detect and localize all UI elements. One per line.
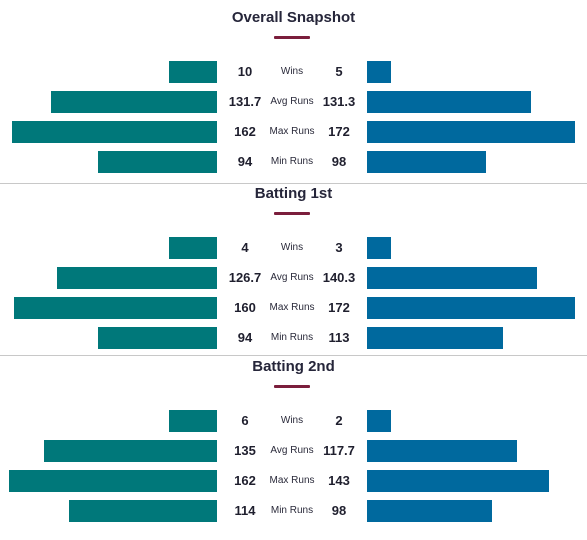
left-team-bar <box>12 121 217 143</box>
right-team-bar <box>367 327 503 349</box>
metric-label: Max Runs <box>269 302 315 313</box>
right-team-bar <box>367 91 531 113</box>
left-team-bar <box>98 151 217 173</box>
left-team-value: 94 <box>237 330 253 345</box>
metric-label: Avg Runs <box>270 272 314 283</box>
stat-row: 131.7 Avg Runs 131.3 <box>0 91 587 113</box>
left-team-bar <box>57 267 217 289</box>
metric-label: Wins <box>280 66 304 77</box>
stat-row: 4 Wins 3 <box>0 237 587 259</box>
title-underline <box>274 212 310 215</box>
section-title: Batting 1st <box>254 185 333 202</box>
metric-label: Avg Runs <box>270 445 314 456</box>
right-team-bar <box>367 440 517 462</box>
left-team-value: 162 <box>234 473 256 488</box>
left-team-bar <box>169 61 217 83</box>
right-team-value: 172 <box>328 124 350 139</box>
left-team-bar <box>44 440 217 462</box>
right-team-bar <box>367 151 486 173</box>
left-team-value: 135 <box>234 443 256 458</box>
left-team-bar <box>14 297 217 319</box>
right-team-bar <box>367 267 537 289</box>
stat-row: 6 Wins 2 <box>0 410 587 432</box>
right-team-bar <box>367 470 549 492</box>
left-team-value: 162 <box>234 124 256 139</box>
left-team-value: 94 <box>237 154 253 169</box>
section-divider <box>0 355 587 356</box>
metric-label: Max Runs <box>269 126 315 137</box>
left-team-value: 131.7 <box>228 94 262 109</box>
stat-row: 162 Max Runs 143 <box>0 470 587 492</box>
left-team-value: 10 <box>237 64 253 79</box>
right-team-value: 131.3 <box>322 94 356 109</box>
right-team-bar <box>367 297 575 319</box>
right-team-value: 143 <box>328 473 350 488</box>
left-team-value: 114 <box>234 503 256 518</box>
stat-row: 160 Max Runs 172 <box>0 297 587 319</box>
title-underline <box>274 36 310 39</box>
left-team-bar <box>169 410 217 432</box>
metric-label: Min Runs <box>270 156 314 167</box>
metric-label: Avg Runs <box>270 96 314 107</box>
left-team-bar <box>9 470 217 492</box>
section-divider <box>0 183 587 184</box>
right-team-value: 2 <box>335 413 343 428</box>
metric-label: Min Runs <box>270 332 314 343</box>
left-team-bar <box>69 500 217 522</box>
title-underline <box>274 385 310 388</box>
right-team-value: 172 <box>328 300 350 315</box>
right-team-bar <box>367 121 575 143</box>
stat-row: 94 Min Runs 98 <box>0 151 587 173</box>
right-team-value: 113 <box>328 330 350 345</box>
right-team-bar <box>367 237 391 259</box>
left-team-value: 160 <box>234 300 256 315</box>
metric-label: Min Runs <box>270 505 314 516</box>
stat-row: 135 Avg Runs 117.7 <box>0 440 587 462</box>
right-team-value: 117.7 <box>323 443 355 458</box>
metric-label: Wins <box>280 415 304 426</box>
metric-label: Max Runs <box>269 475 315 486</box>
stat-row: 10 Wins 5 <box>0 61 587 83</box>
right-team-bar <box>367 410 391 432</box>
left-team-value: 6 <box>241 413 249 428</box>
right-team-value: 98 <box>331 503 347 518</box>
section-title: Overall Snapshot <box>231 9 356 26</box>
metric-label: Wins <box>280 242 304 253</box>
stat-row: 126.7 Avg Runs 140.3 <box>0 267 587 289</box>
left-team-value: 4 <box>241 240 249 255</box>
right-team-value: 5 <box>335 64 343 79</box>
left-team-value: 126.7 <box>228 270 262 285</box>
right-team-value: 3 <box>335 240 343 255</box>
right-team-bar <box>367 61 391 83</box>
left-team-bar <box>169 237 217 259</box>
stat-row: 94 Min Runs 113 <box>0 327 587 349</box>
right-team-value: 98 <box>331 154 347 169</box>
stat-row: 162 Max Runs 172 <box>0 121 587 143</box>
section-title: Batting 2nd <box>252 358 335 375</box>
stat-row: 114 Min Runs 98 <box>0 500 587 522</box>
right-team-value: 140.3 <box>322 270 356 285</box>
left-team-bar <box>98 327 217 349</box>
right-team-bar <box>367 500 492 522</box>
left-team-bar <box>51 91 217 113</box>
